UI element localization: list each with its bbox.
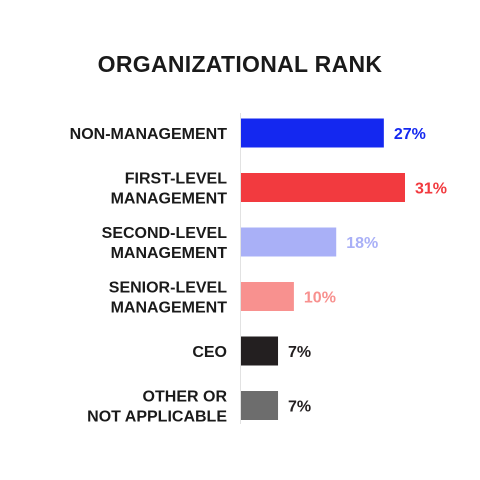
category-label: MANAGEMENT (111, 191, 228, 208)
bar (241, 227, 337, 257)
bar (241, 282, 294, 311)
bar (241, 391, 279, 420)
category-label: CEO (192, 344, 227, 361)
category-label: SECOND-LEVEL (102, 225, 228, 242)
category-label: NOT APPLICABLE (87, 409, 227, 426)
category-label: SENIOR-LEVEL (109, 280, 227, 297)
category-label: MANAGEMENT (111, 300, 228, 317)
category-label: FIRST-LEVEL (125, 171, 227, 188)
category-label: OTHER OR (143, 389, 228, 406)
data-label: 7% (288, 399, 311, 416)
bar (241, 118, 384, 148)
data-label: 10% (304, 290, 336, 307)
data-label: 18% (346, 235, 378, 252)
data-label: 31% (415, 181, 447, 198)
category-label: MANAGEMENT (111, 245, 228, 262)
bar (241, 336, 279, 366)
data-label: 27% (394, 126, 426, 143)
data-label: 7% (288, 344, 311, 361)
bar (241, 173, 405, 202)
chart-title: ORGANIZATIONAL RANK (97, 51, 383, 77)
category-label: NON-MANAGEMENT (70, 126, 228, 143)
